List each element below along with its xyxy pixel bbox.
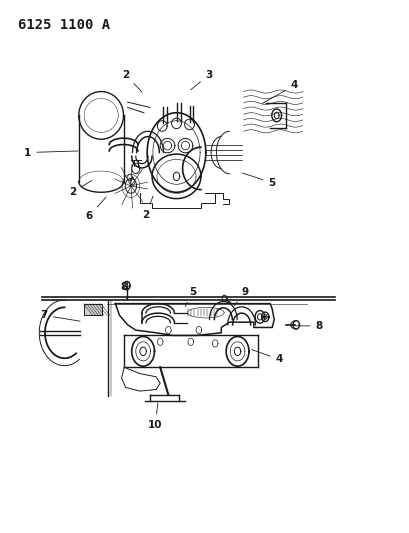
Text: 5: 5 [185,287,196,306]
Bar [83,304,102,316]
Text: 10: 10 [148,403,162,430]
Text: 4: 4 [262,80,298,103]
Text: 8: 8 [294,321,322,331]
Text: 6125 1100 A: 6125 1100 A [18,18,110,33]
Text: 2: 2 [121,70,142,92]
Text: 7: 7 [40,310,80,321]
Text: 6: 6 [85,197,106,221]
Text: 9: 9 [234,287,248,305]
Text: 3: 3 [190,70,212,90]
Text: 1: 1 [24,148,78,158]
Text: 2: 2 [142,196,153,220]
Text: 8: 8 [120,281,128,300]
Text: 2: 2 [69,181,92,197]
Text: 4: 4 [251,350,282,364]
Text: 5: 5 [242,173,275,188]
